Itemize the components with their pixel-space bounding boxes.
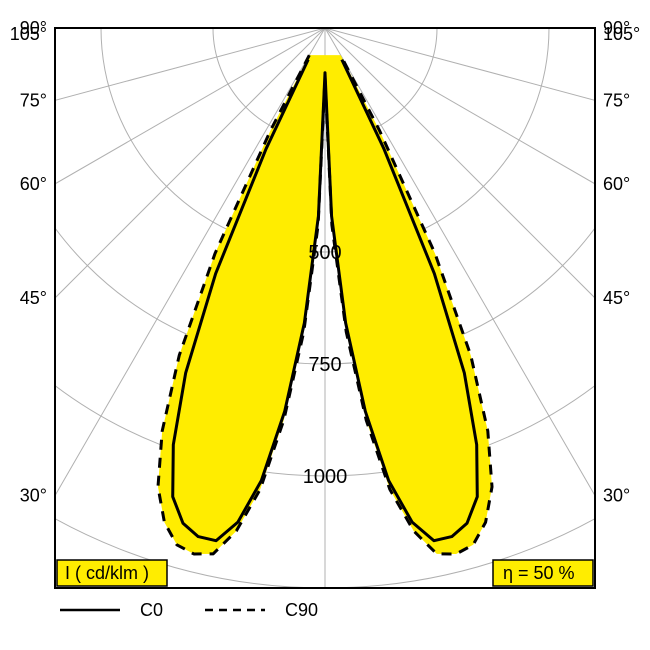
angle-label-left: 30° — [20, 486, 47, 506]
photometric-polar-chart: 500750100030°30°45°45°60°60°75°75°90°90°… — [0, 0, 650, 650]
angle-label-right: 60° — [603, 174, 630, 194]
radial-label: 500 — [308, 242, 341, 264]
angle-label-left: 105° — [10, 24, 47, 44]
angle-label-right: 30° — [603, 486, 630, 506]
angle-label-right: 105° — [603, 24, 640, 44]
legend-c90-label: C90 — [285, 600, 318, 620]
chart-svg: 500750100030°30°45°45°60°60°75°75°90°90°… — [0, 0, 650, 650]
radial-label: 1000 — [303, 466, 348, 488]
angle-label-right: 75° — [603, 90, 630, 110]
angle-label-right: 45° — [603, 288, 630, 308]
legend-c0-label: C0 — [140, 600, 163, 620]
angle-label-left: 45° — [20, 288, 47, 308]
intensity-unit-label: I ( cd/klm ) — [65, 563, 149, 583]
radial-label: 750 — [308, 354, 341, 376]
angle-label-left: 60° — [20, 174, 47, 194]
efficiency-label: η = 50 % — [503, 563, 575, 583]
angle-label-left: 75° — [20, 90, 47, 110]
